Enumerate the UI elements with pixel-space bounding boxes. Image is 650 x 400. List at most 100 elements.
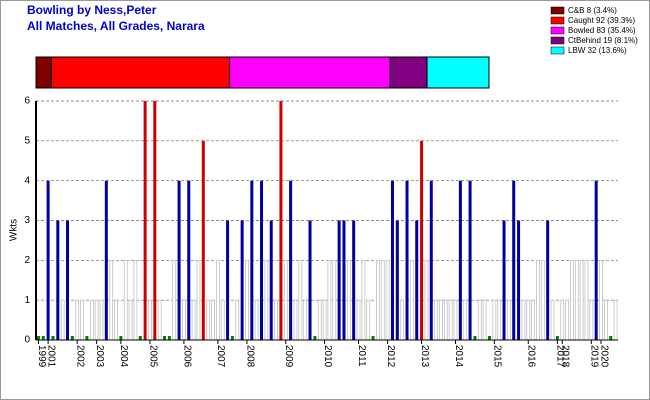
bar	[346, 259, 351, 341]
bar	[89, 299, 94, 341]
x-tick-label: 2013	[419, 345, 430, 368]
y-tick-label: 1	[24, 295, 30, 306]
legend-swatch	[550, 16, 565, 25]
bar	[565, 299, 569, 341]
x-tick-label: 2017	[555, 345, 566, 368]
legend-swatch	[550, 26, 565, 35]
bar	[46, 180, 50, 340]
bar	[521, 299, 526, 341]
bar	[448, 299, 453, 341]
x-tick-label: 2020	[598, 345, 609, 368]
bar	[303, 299, 308, 341]
bar	[555, 336, 559, 340]
bar	[206, 299, 211, 341]
bar	[260, 180, 264, 340]
bar	[104, 180, 108, 340]
bar	[56, 220, 60, 340]
bar	[293, 299, 298, 341]
bar	[337, 220, 341, 340]
bar	[313, 336, 317, 340]
bar	[114, 299, 118, 341]
bar	[119, 336, 123, 340]
bar	[599, 259, 603, 341]
bar	[487, 336, 491, 340]
bar	[196, 259, 201, 341]
x-tick-label: 2001	[45, 345, 56, 368]
legend-label: Caught 92 (39.3%)	[568, 16, 635, 25]
bar	[506, 299, 511, 341]
bar	[429, 180, 433, 340]
bar	[274, 299, 278, 341]
bar	[385, 259, 390, 341]
y-tick-label: 2	[24, 255, 30, 266]
bar	[546, 220, 550, 340]
bar	[201, 140, 205, 340]
bar	[589, 299, 594, 341]
chart-subtitle: All Matches, All Grades, Narara	[27, 19, 205, 33]
bar	[540, 259, 545, 341]
bar	[109, 259, 114, 341]
bar	[352, 220, 356, 340]
bar	[468, 180, 472, 340]
x-tick-label: 2002	[75, 345, 86, 368]
bar	[157, 299, 162, 341]
bar	[482, 299, 487, 341]
bar	[148, 299, 152, 341]
bar	[453, 299, 458, 341]
bar	[133, 259, 138, 341]
x-tick-label: 2003	[94, 345, 105, 368]
x-tick-label: 2005	[147, 345, 158, 368]
bar	[220, 299, 225, 341]
bar	[317, 299, 322, 341]
bar	[550, 299, 555, 341]
bar	[473, 336, 477, 340]
bar	[424, 259, 429, 341]
x-tick-label: 1999	[36, 345, 47, 368]
bar	[75, 299, 80, 341]
x-tick-label: 2011	[356, 345, 367, 367]
bar	[560, 299, 565, 341]
x-tick-label: 2007	[215, 345, 226, 368]
bar	[66, 220, 70, 340]
bar	[579, 259, 584, 341]
bar	[99, 299, 104, 341]
bar	[613, 299, 618, 341]
bar	[603, 299, 608, 341]
bar	[570, 259, 574, 341]
legend-swatch	[550, 36, 565, 45]
bar	[172, 259, 177, 341]
bar	[80, 299, 84, 341]
bar	[264, 259, 269, 341]
bar	[609, 336, 613, 340]
bar	[235, 299, 240, 341]
legend-swatch	[550, 46, 565, 55]
dismissal-segment	[35, 56, 52, 89]
bar	[512, 180, 516, 340]
bar	[51, 336, 55, 340]
bar	[226, 220, 230, 340]
bar	[342, 220, 346, 340]
legend-swatch	[550, 6, 565, 15]
y-tick-label: 6	[24, 96, 30, 107]
legend-label: C&B 8 (3.4%)	[568, 6, 617, 15]
bar	[240, 220, 244, 340]
bar	[123, 259, 128, 341]
legend-label: LBW 32 (13.6%)	[568, 46, 627, 55]
y-tick-label: 4	[24, 175, 30, 186]
bar	[143, 101, 147, 340]
bar	[250, 180, 254, 340]
legend-label: Bowled 83 (35.4%)	[568, 26, 636, 35]
dismissal-segment	[426, 56, 490, 89]
y-tick-label: 5	[24, 135, 30, 146]
bar	[41, 336, 45, 340]
x-tick-label: 2006	[181, 345, 192, 368]
dismissal-segment	[229, 56, 391, 89]
bar	[60, 299, 65, 341]
x-tick-label: 2009	[283, 345, 294, 368]
bar	[283, 259, 288, 341]
bar	[308, 220, 312, 340]
x-tick-label: 2008	[244, 345, 255, 368]
bar	[187, 180, 191, 340]
x-tick-label: 2012	[385, 345, 396, 368]
